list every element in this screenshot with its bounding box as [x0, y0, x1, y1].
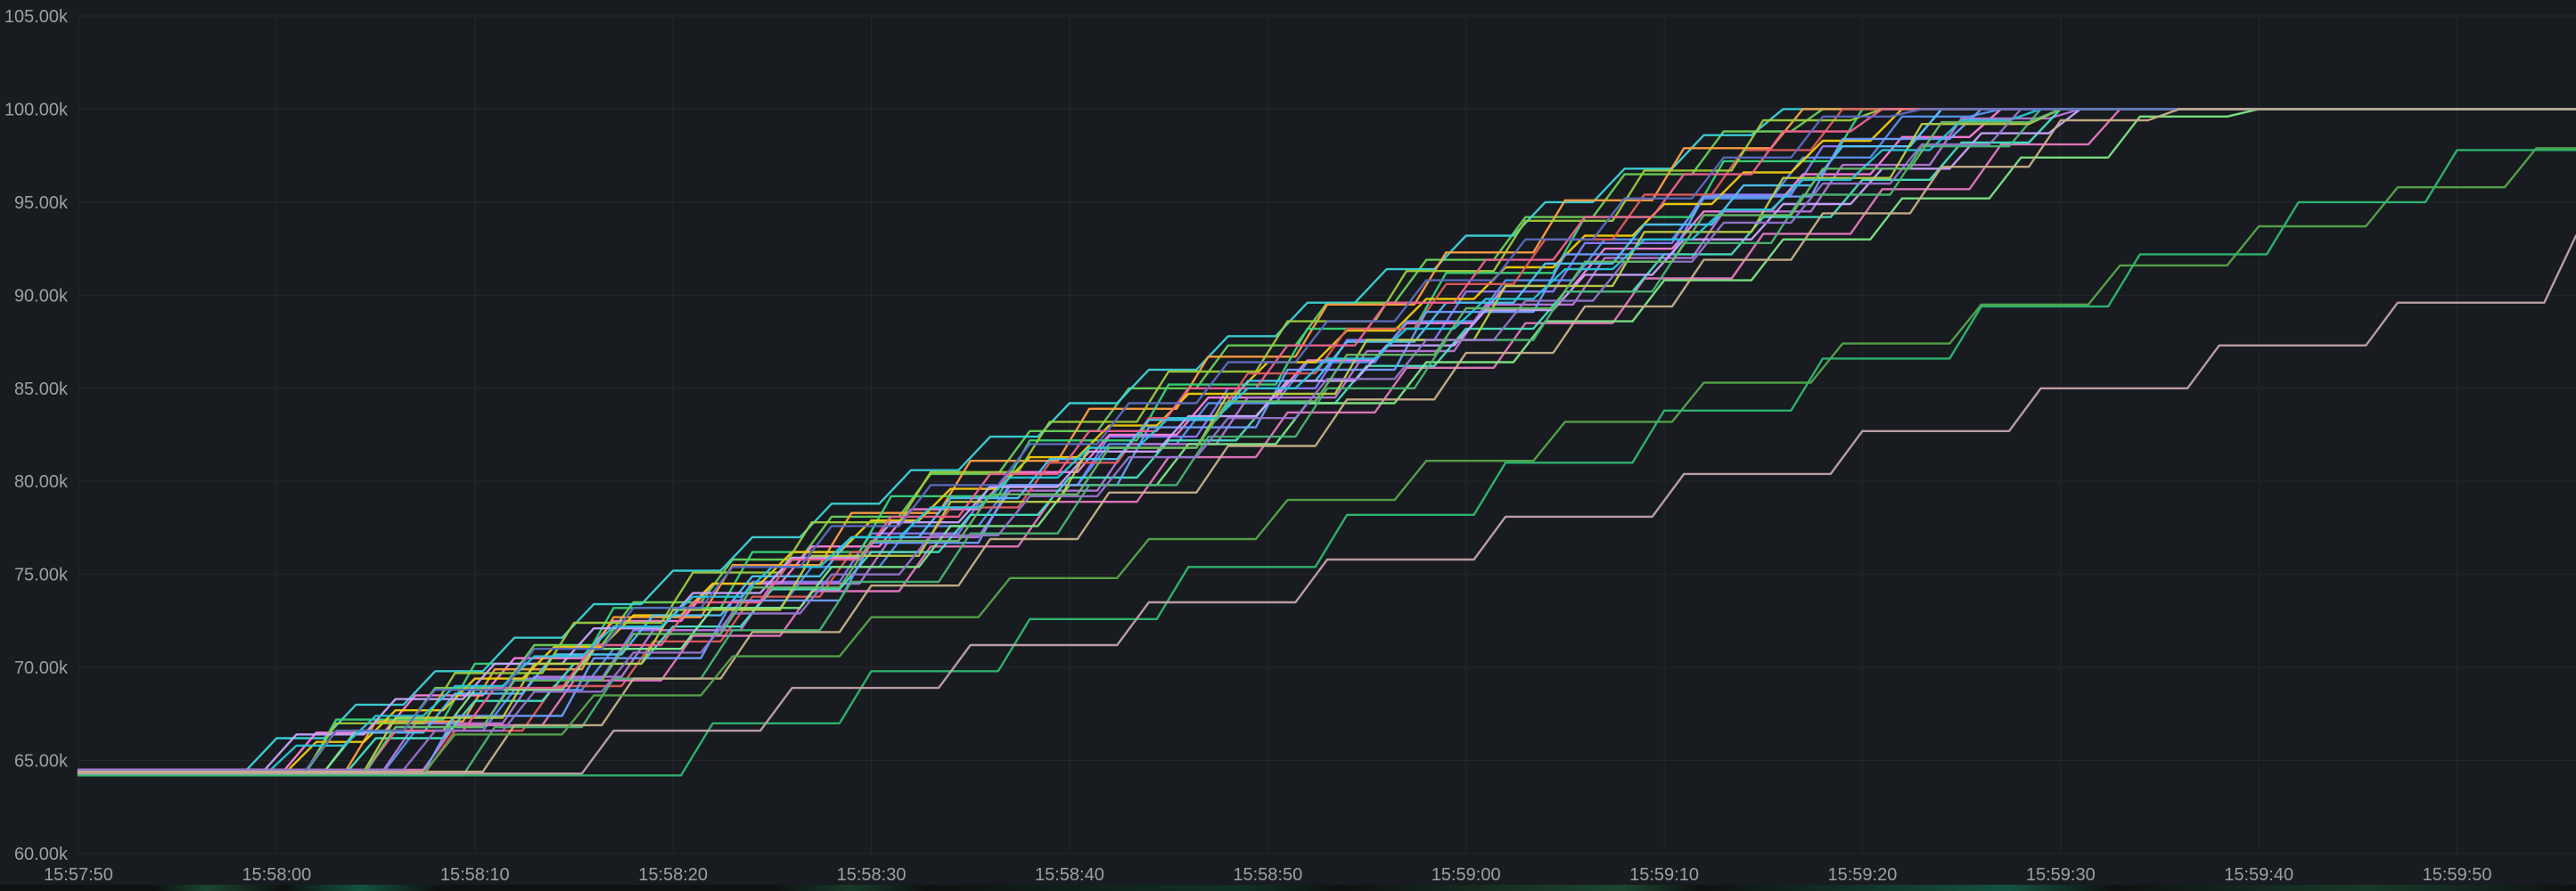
series-line-series-22: [77, 108, 2576, 772]
series-line-series-13: [77, 108, 2576, 772]
series-line-series-25: [77, 108, 2576, 773]
y-axis-tick-label: 80.00k: [14, 472, 69, 492]
series-line-series-06: [77, 108, 2576, 773]
y-axis-tick-label: 65.00k: [14, 752, 69, 772]
series-line-series-26: [77, 147, 2576, 775]
y-axis-tick-label: 95.00k: [14, 193, 69, 213]
x-axis-tick-label: 15:58:10: [440, 865, 510, 885]
series-line-series-16: [77, 108, 2576, 775]
series-line-series-17: [77, 108, 2576, 772]
series-line-series-21: [77, 108, 2576, 777]
series-line-series-23: [77, 108, 2576, 775]
series-line-series-28: [77, 234, 2576, 775]
y-axis-tick-label: 90.00k: [14, 286, 69, 306]
y-axis-tick-label: 70.00k: [14, 658, 69, 678]
y-axis-tick-label: 75.00k: [14, 566, 69, 585]
x-axis-tick-label: 15:59:00: [1432, 865, 1501, 885]
y-axis-tick-label: 100.00k: [4, 100, 69, 119]
adjacent-panel-edge: [0, 885, 2576, 891]
x-axis-tick-label: 15:59:40: [2224, 865, 2293, 885]
series-line-series-20: [77, 108, 2576, 775]
x-axis-tick-label: 15:59:20: [1827, 865, 1897, 885]
x-axis-tick-label: 15:59:50: [2423, 865, 2492, 885]
x-axis-tick-label: 15:58:00: [242, 865, 311, 885]
x-axis-tick-label: 15:58:40: [1035, 865, 1104, 885]
series-line-series-03: [77, 108, 2576, 777]
x-axis-tick-label: 15:58:20: [638, 865, 708, 885]
series-line-series-02: [77, 108, 2576, 773]
series-line-series-19: [77, 108, 2576, 773]
series-line-series-05: [77, 108, 2576, 775]
y-axis-tick-label: 85.00k: [14, 380, 69, 399]
x-axis-tick-label: 15:58:50: [1233, 865, 1302, 885]
series-line-series-01: [77, 108, 2576, 775]
series-line-series-24: [77, 108, 2576, 773]
series-line-series-08: [77, 108, 2576, 772]
y-axis-tick-label: 60.00k: [14, 845, 69, 864]
series-line-series-27: [77, 149, 2576, 777]
series-line-series-15: [77, 108, 2576, 773]
y-axis-tick-label: 105.00k: [4, 7, 69, 27]
x-axis-tick-label: 15:59:30: [2026, 865, 2096, 885]
x-axis-tick-label: 15:57:50: [44, 865, 113, 885]
x-axis-tick-label: 15:58:30: [837, 865, 907, 885]
x-axis-tick-label: 15:59:10: [1629, 865, 1699, 885]
